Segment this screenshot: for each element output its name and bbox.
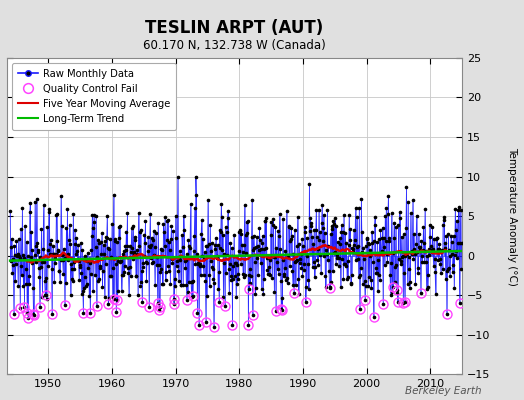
Text: Berkeley Earth: Berkeley Earth (406, 386, 482, 396)
Title: TESLIN ARPT (AUT): TESLIN ARPT (AUT) (146, 19, 324, 37)
Y-axis label: Temperature Anomaly (°C): Temperature Anomaly (°C) (507, 147, 517, 286)
Legend: Raw Monthly Data, Quality Control Fail, Five Year Moving Average, Long-Term Tren: Raw Monthly Data, Quality Control Fail, … (12, 63, 176, 130)
Text: 60.170 N, 132.738 W (Canada): 60.170 N, 132.738 W (Canada) (143, 39, 326, 52)
